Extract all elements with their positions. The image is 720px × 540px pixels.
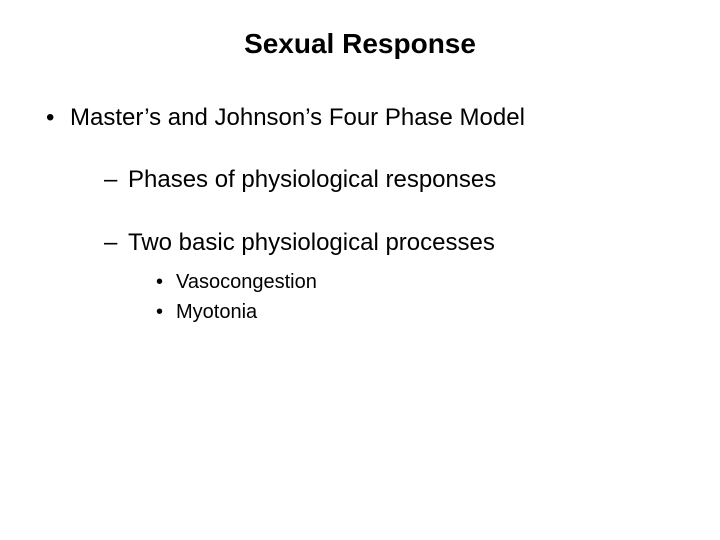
list-item-text: Two basic physiological processes: [128, 229, 495, 256]
list-item: Phases of physiological responses: [104, 164, 688, 196]
list-item-text: Master’s and Johnson’s Four Phase Model: [70, 104, 525, 131]
bullet-list-level1: Master’s and Johnson’s Four Phase Model …: [32, 102, 688, 325]
list-item-text: Vasocongestion: [176, 271, 317, 293]
bullet-list-level3: Vasocongestion Myotonia: [128, 269, 688, 325]
list-item-text: Phases of physiological responses: [128, 166, 496, 193]
list-item: Master’s and Johnson’s Four Phase Model …: [46, 102, 688, 325]
slide: Sexual Response Master’s and Johnson’s F…: [0, 0, 720, 540]
list-item: Myotonia: [156, 299, 688, 325]
list-item-text: Myotonia: [176, 301, 257, 323]
bullet-list-level2: Phases of physiological responses Two ba…: [70, 164, 688, 325]
list-item: Two basic physiological processes Vasoco…: [104, 227, 688, 325]
list-item: Vasocongestion: [156, 269, 688, 295]
slide-title: Sexual Response: [32, 28, 688, 60]
